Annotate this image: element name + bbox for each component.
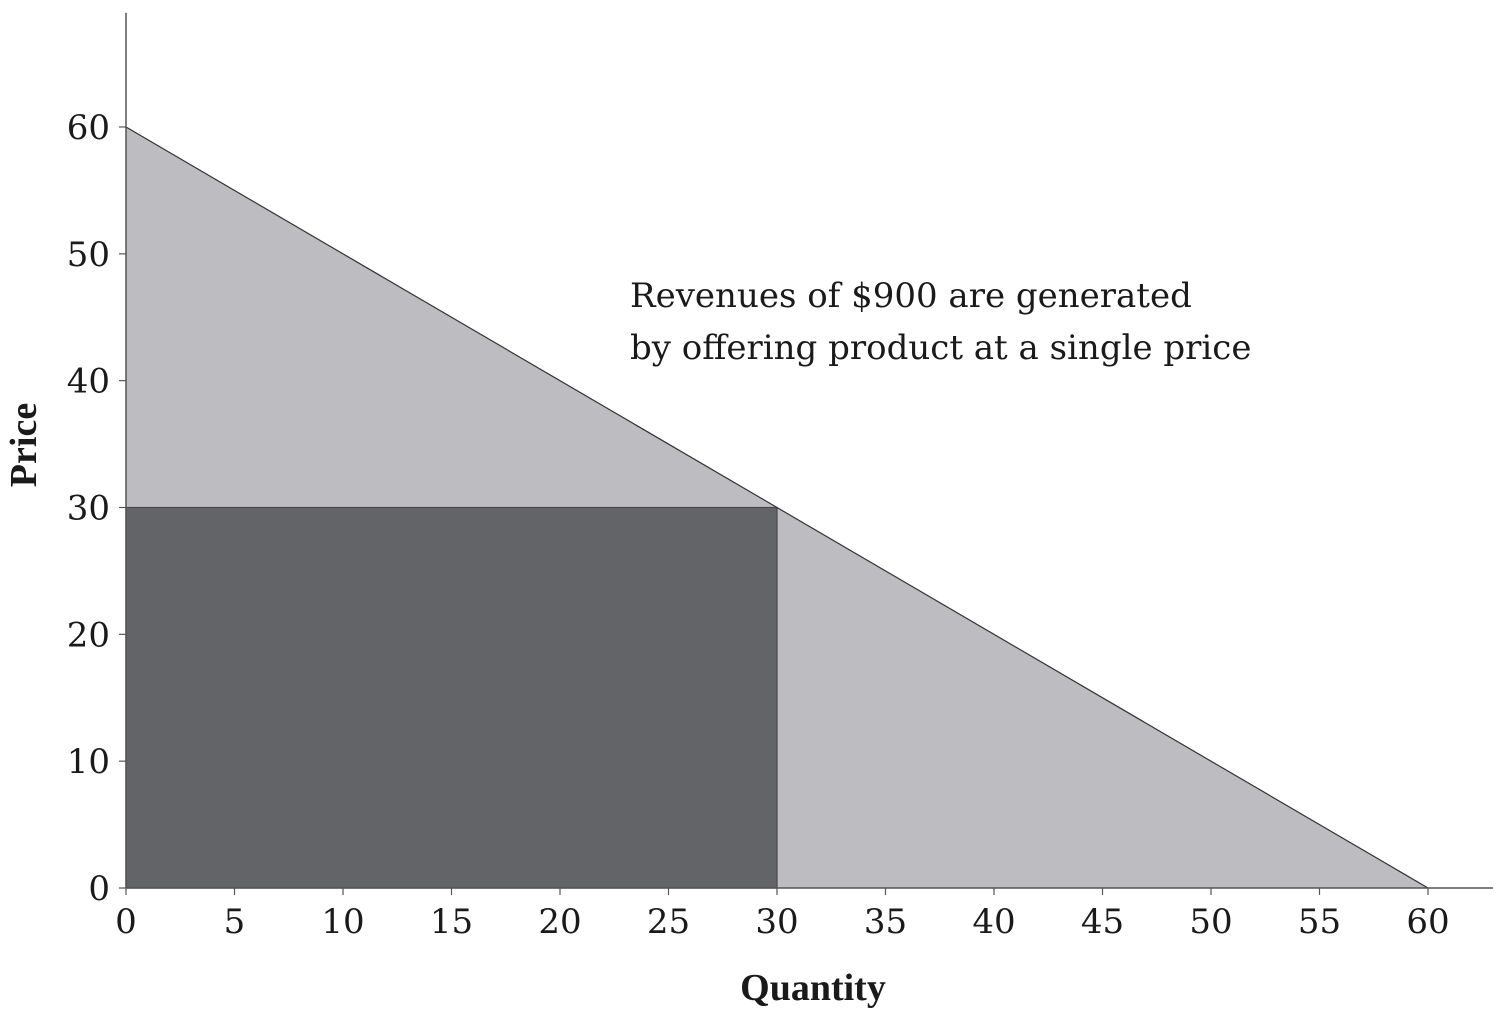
- y-tick-label: 20: [67, 615, 110, 655]
- x-tick-label: 25: [647, 902, 690, 942]
- x-tick-label: 0: [115, 902, 137, 942]
- x-tick-label: 55: [1298, 902, 1341, 942]
- x-tick-label: 40: [972, 902, 1015, 942]
- y-axis-title: Price: [3, 403, 45, 487]
- annotation-line-2: by offering product at a single price: [630, 328, 1251, 368]
- y-tick-label: 30: [67, 489, 110, 529]
- plot-area: [125, 126, 1429, 889]
- x-tick-label: 5: [224, 902, 246, 942]
- x-tick-label: 30: [755, 902, 798, 942]
- y-tick-label: 60: [67, 108, 110, 148]
- revenue-rectangle: [125, 506, 778, 889]
- x-tick-label: 20: [538, 902, 581, 942]
- y-tick-label: 10: [67, 742, 110, 782]
- demand-curve-line: [125, 126, 1429, 889]
- x-tick-label: 60: [1406, 902, 1449, 942]
- x-axis-title: Quantity: [740, 967, 886, 1009]
- x-tick-label: 35: [864, 902, 907, 942]
- x-tick-label: 50: [1189, 902, 1232, 942]
- x-tick-label: 10: [321, 902, 364, 942]
- y-tick-label: 0: [88, 869, 110, 909]
- x-tick-label: 15: [430, 902, 473, 942]
- axes: [119, 12, 1494, 895]
- y-tick-label: 40: [67, 362, 110, 402]
- x-tick-label: 45: [1081, 902, 1124, 942]
- y-tick-label: 50: [67, 235, 110, 275]
- tick-labels: 0 5 10 15 20 25 30 35 40 45 50 55 60 0 10 20 30 40 50 60: [67, 108, 1450, 942]
- annotation-line-1: Revenues of $900 are generated: [630, 276, 1192, 316]
